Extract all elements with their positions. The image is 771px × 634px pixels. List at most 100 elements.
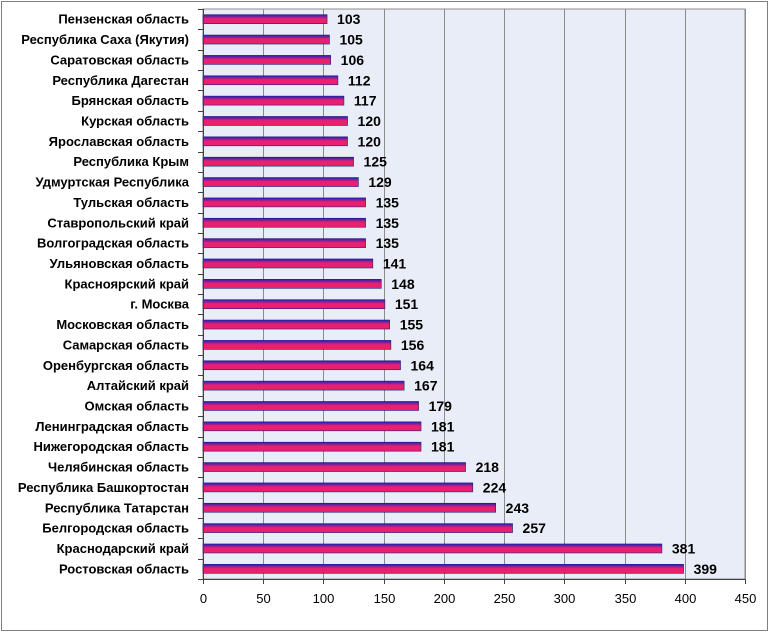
bar [202,441,422,452]
x-tick-label: 200 [434,591,456,606]
category-label: Алтайский край [87,378,189,393]
data-label: 135 [376,194,400,210]
category-label: Белгородская область [42,521,189,536]
x-tick-label: 450 [735,591,757,606]
category-label: Республика Саха (Якутия) [21,32,189,47]
bar [202,75,339,86]
category-label: г. Москва [130,297,189,312]
category-label: Челябинская область [48,460,189,475]
data-label: 112 [348,72,371,88]
data-label: 167 [414,378,438,394]
bar [202,258,374,269]
bar [202,279,382,289]
category-label: Республика Крым [73,154,189,169]
category-label: Нижегородская область [33,439,189,454]
category-label: Омская область [85,398,189,413]
bar [202,340,392,350]
data-label: 181 [431,418,455,434]
x-axis-ticks: 0 50 100 150 200 250 300 350 400 450 [198,9,757,606]
data-label: 181 [431,439,455,455]
x-tick-label: 300 [554,591,576,606]
x-tick-label: 100 [313,591,335,606]
data-labels: 103 105 106 112 117 120 120 125 129 135 135 135 141 1… [337,11,717,577]
bar [202,136,348,147]
data-label: 179 [429,398,453,414]
category-label: Московская область [56,317,189,332]
data-label: 155 [400,317,424,333]
category-label: Республика Дагестан [52,73,189,88]
data-label: 151 [395,296,419,312]
data-label: 164 [411,357,435,373]
bar [202,217,366,228]
category-label: Ульяновская область [50,256,189,271]
bar [202,14,328,24]
category-label: Красноярский край [65,276,189,291]
data-label: 103 [337,11,361,27]
x-tick-label: 350 [615,591,637,606]
data-label: 141 [383,255,407,271]
data-label: 257 [523,520,547,536]
data-label: 105 [339,32,363,48]
category-label: Удмуртская Республика [35,175,189,190]
bar [202,482,474,493]
data-label: 135 [376,215,400,231]
bar [202,299,386,309]
category-label: Тульская область [73,195,189,210]
data-label: 117 [354,93,377,109]
category-label: Ленинградская область [35,419,189,434]
category-label: Пензенская область [58,12,189,27]
bar [202,116,348,126]
category-label: Саратовская область [50,52,189,67]
category-label: Оренбургская область [43,358,189,373]
category-label: Краснодарский край [57,541,189,556]
bar [202,462,466,472]
data-label: 243 [506,500,530,516]
bar [202,543,663,554]
bar [202,360,401,371]
data-label: 218 [476,459,500,475]
category-labels: Пензенская область Республика Саха (Якути… [18,12,190,577]
bar [202,238,366,248]
data-label: 148 [391,276,415,292]
category-label: Республика Татарстан [45,500,189,515]
data-label: 125 [364,154,388,170]
bar [202,564,684,574]
data-label: 399 [694,561,718,577]
bar [202,34,330,45]
category-label: Ярославская область [49,134,189,149]
x-tick-label: 400 [675,591,697,606]
bar [202,156,354,167]
data-label: 224 [483,479,507,495]
data-label: 156 [401,337,425,353]
data-label: 120 [358,133,382,149]
x-tick-label: 150 [374,591,396,606]
bar [202,177,359,187]
bar [202,197,366,208]
bar [202,55,331,65]
x-tick-label: 0 [200,591,207,606]
bar [202,380,405,391]
data-label: 129 [368,174,392,190]
data-label: 135 [376,235,400,251]
bar [202,421,422,432]
category-label: Брянская область [72,93,189,108]
bar [202,502,496,513]
x-tick-label: 250 [494,591,516,606]
bar [202,95,345,106]
data-label: 106 [341,52,365,68]
data-label: 381 [672,540,696,556]
bars [202,14,684,574]
category-label: Ставропольский край [47,215,189,230]
axes [198,9,745,584]
category-label: Самарская область [63,337,189,352]
data-label: 120 [358,113,382,129]
category-label: Волгоградская область [37,236,189,251]
bar [202,523,513,533]
category-label: Курская область [81,113,189,128]
bar [202,401,419,411]
category-label: Ростовская область [59,561,189,576]
x-tick-label: 50 [256,591,270,606]
category-label: Республика Башкортостан [18,480,189,495]
plot-area [202,8,746,580]
